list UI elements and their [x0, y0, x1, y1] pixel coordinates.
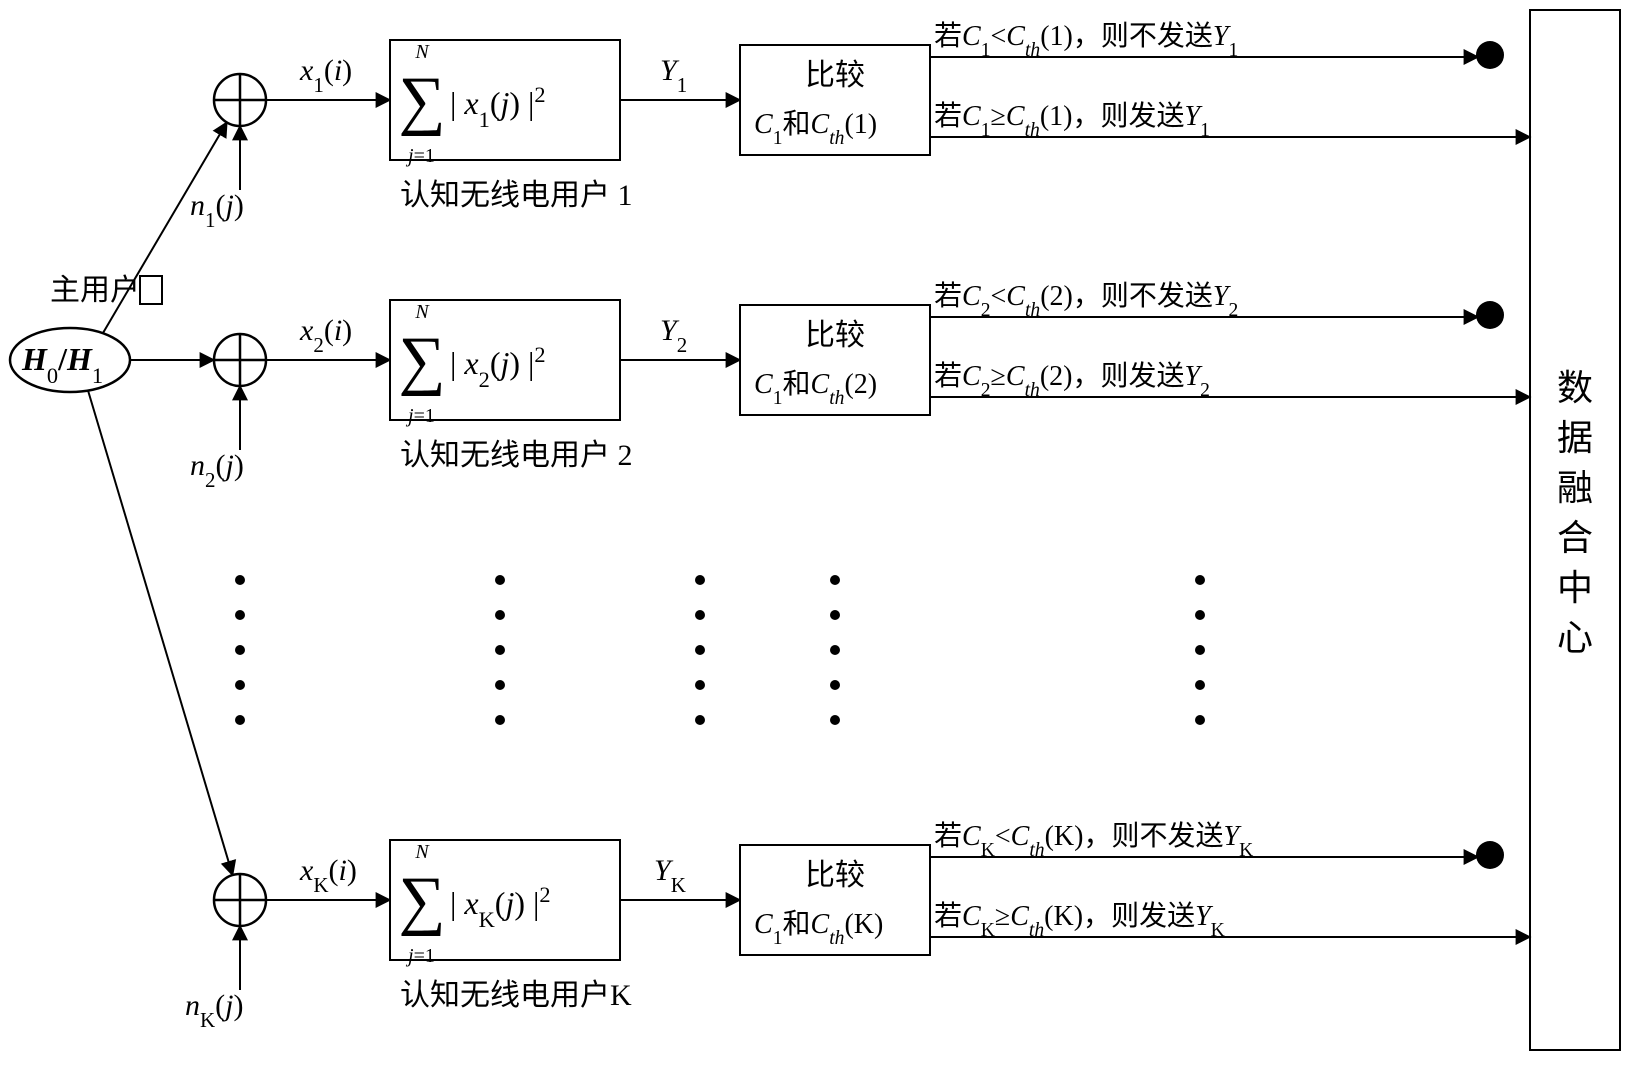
ellipsis-dot — [495, 610, 505, 620]
x-signal-label: x2(i) — [299, 314, 352, 357]
terminator-dot — [1476, 301, 1504, 329]
svg-text:∑: ∑ — [398, 864, 445, 937]
ellipsis-dot — [830, 680, 840, 690]
ellipsis-dot — [235, 610, 245, 620]
ellipsis-dot — [695, 680, 705, 690]
terminator-dot — [1476, 841, 1504, 869]
ellipsis-dot — [830, 575, 840, 585]
cond-no-send: 若C2<Cth(2)，则不发送Y2 — [934, 280, 1238, 321]
ellipsis-dot — [235, 575, 245, 585]
cond-send: 若C1≥Cth(1)，则发送Y1 — [934, 100, 1210, 141]
svg-text:∑: ∑ — [398, 324, 445, 397]
ellipsis-dot — [235, 645, 245, 655]
ellipsis-dot — [830, 610, 840, 620]
ellipsis-dot — [1195, 680, 1205, 690]
ellipsis-dot — [1195, 610, 1205, 620]
ellipsis-dot — [235, 680, 245, 690]
cond-no-send: 若CK<Cth(K)，则不发送YK — [934, 820, 1253, 861]
compare-title: 比较 — [805, 319, 865, 352]
user-caption: 认知无线电用户 2 — [400, 439, 633, 472]
source-label: 主用户 — [50, 274, 140, 307]
cond-send: 若CK≥Cth(K)，则发送YK — [934, 900, 1225, 941]
compare-title: 比较 — [805, 859, 865, 892]
fusion-center-label: 融 — [1557, 468, 1593, 508]
svg-text:j=1: j=1 — [405, 405, 435, 427]
ellipsis-dot — [695, 610, 705, 620]
ellipsis-dot — [235, 715, 245, 725]
ellipsis-dot — [830, 715, 840, 725]
ellipsis-dot — [495, 680, 505, 690]
ellipsis-dot — [695, 645, 705, 655]
compare-title: 比较 — [805, 59, 865, 92]
fusion-center-label: 据 — [1557, 418, 1593, 458]
svg-text:j=1: j=1 — [405, 945, 435, 967]
ellipsis-dot — [495, 715, 505, 725]
user-caption: 认知无线电用户K — [400, 979, 632, 1012]
Y-label: YK — [654, 854, 686, 897]
ellipsis-dot — [495, 645, 505, 655]
Y-label: Y2 — [660, 314, 687, 357]
ellipsis-dot — [1195, 645, 1205, 655]
cond-send: 若C2≥Cth(2)，则发送Y2 — [934, 360, 1210, 401]
ellipsis-dot — [1195, 575, 1205, 585]
x-signal-label: x1(i) — [299, 54, 352, 97]
svg-text:N: N — [414, 301, 430, 323]
source-label-box — [140, 276, 162, 304]
svg-text:N: N — [414, 41, 430, 63]
ellipsis-dot — [695, 715, 705, 725]
user-caption: 认知无线电用户 1 — [400, 179, 633, 212]
ellipsis-dot — [1195, 715, 1205, 725]
arrow-source-to-adder — [88, 391, 233, 876]
ellipsis-dot — [495, 575, 505, 585]
terminator-dot — [1476, 41, 1504, 69]
fusion-center-label: 合 — [1557, 518, 1593, 558]
svg-text:∑: ∑ — [398, 64, 445, 137]
noise-label: n2(j) — [190, 449, 244, 492]
ellipsis-dot — [830, 645, 840, 655]
fusion-center-label: 数 — [1557, 368, 1593, 408]
svg-text:j=1: j=1 — [405, 145, 435, 167]
x-signal-label: xK(i) — [299, 854, 357, 897]
fusion-center-label: 心 — [1557, 618, 1593, 658]
ellipsis-dot — [695, 575, 705, 585]
noise-label: n1(j) — [190, 189, 244, 232]
svg-text:N: N — [414, 841, 430, 863]
noise-label: nK(j) — [185, 989, 244, 1032]
Y-label: Y1 — [660, 54, 687, 97]
cond-no-send: 若C1<Cth(1)，则不发送Y1 — [934, 20, 1238, 61]
fusion-center-label: 中 — [1557, 568, 1593, 608]
